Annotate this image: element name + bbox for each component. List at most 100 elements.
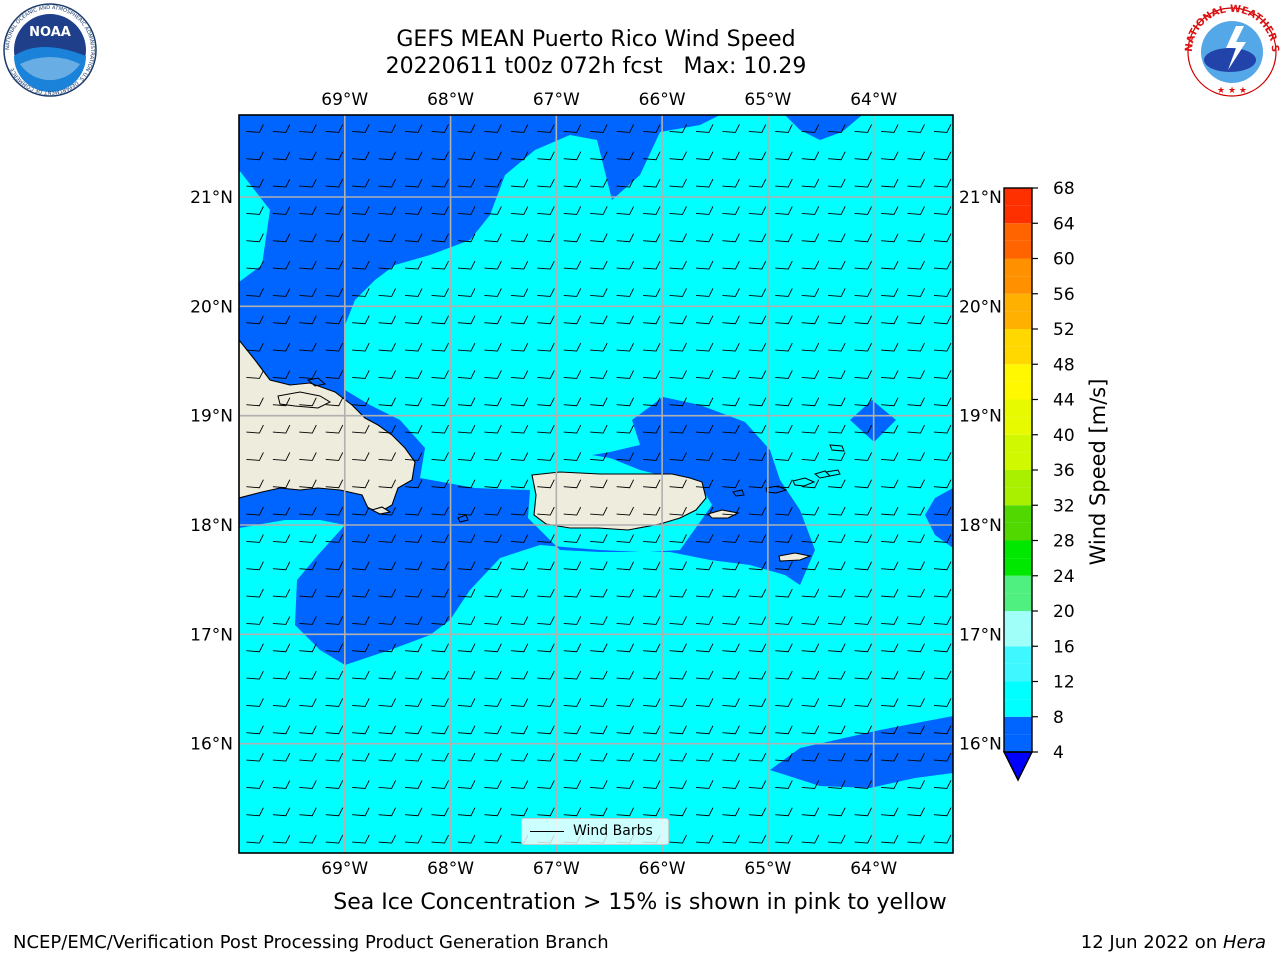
wind-barb xyxy=(695,151,714,161)
wind-barb xyxy=(563,752,582,762)
wind-barb xyxy=(854,233,873,243)
wind-barb xyxy=(854,561,873,571)
colorbar-tick-label: 12 xyxy=(1053,673,1075,693)
wind-barb xyxy=(246,506,264,516)
wind-barb xyxy=(299,260,317,270)
wind-barb xyxy=(272,342,291,352)
wind-barb xyxy=(378,288,397,297)
wind-barb xyxy=(933,370,952,379)
wind-barb xyxy=(272,616,291,625)
wind-barb xyxy=(537,260,555,270)
wind-barb xyxy=(537,725,555,735)
wind-barb xyxy=(616,698,635,707)
wind-barb xyxy=(405,260,423,270)
wind-barb xyxy=(828,834,846,844)
wind-barb xyxy=(299,315,317,325)
wind-barb xyxy=(457,725,476,735)
wind-barb xyxy=(907,698,925,707)
wind-barb xyxy=(537,178,555,188)
axis-tick-label: 20°N xyxy=(959,297,1002,317)
wind-barb xyxy=(801,452,820,461)
wind-barb xyxy=(325,370,344,379)
wind-barb xyxy=(643,725,661,735)
wind-barb xyxy=(801,780,820,789)
wind-barb xyxy=(722,616,740,625)
wind-barb xyxy=(352,534,370,543)
wind-barb xyxy=(590,206,608,215)
wind-barb xyxy=(775,780,793,789)
wind-barb xyxy=(272,534,291,543)
wind-barb xyxy=(563,206,582,215)
wind-barb xyxy=(933,178,952,188)
wind-barb xyxy=(748,616,767,625)
wind-barb xyxy=(775,725,793,735)
legend-line-icon xyxy=(530,831,564,832)
wind-barb xyxy=(537,479,555,489)
wind-barb xyxy=(722,780,740,789)
wind-barb xyxy=(881,807,899,817)
wind-barb xyxy=(801,834,820,844)
axis-tick-label: 66°W xyxy=(639,90,686,110)
wind-barb xyxy=(352,151,370,161)
wind-barb xyxy=(563,698,582,707)
wind-barb xyxy=(695,834,714,844)
wind-barb xyxy=(775,561,793,571)
wind-barb xyxy=(378,452,397,461)
legend-label: Wind Barbs xyxy=(573,823,653,839)
wind-barb xyxy=(537,506,555,516)
wind-barb xyxy=(695,670,714,680)
wind-barb xyxy=(590,178,608,188)
wind-barb xyxy=(457,752,476,762)
wind-barb xyxy=(828,534,846,543)
wind-barb xyxy=(246,780,264,789)
colorbar-tick-label: 40 xyxy=(1053,426,1075,446)
wind-barb xyxy=(405,151,423,161)
wind-barb xyxy=(881,206,899,215)
wind-barb xyxy=(405,315,423,325)
wind-8-12-islands xyxy=(239,170,872,478)
wind-barb xyxy=(748,807,767,817)
wind-barb xyxy=(669,260,687,270)
wind-barb xyxy=(854,124,873,133)
wind-barb xyxy=(590,288,608,297)
wind-barb xyxy=(854,260,873,270)
wind-barb xyxy=(484,397,502,407)
wind-barb xyxy=(299,288,317,297)
wind-barb xyxy=(378,151,397,161)
wind-barb xyxy=(748,315,767,325)
wind-barb xyxy=(828,616,846,625)
wind-barb xyxy=(510,233,529,243)
wind-barb xyxy=(775,534,793,543)
wind-barb xyxy=(669,534,687,543)
wind-barb xyxy=(563,780,582,789)
wind-barb xyxy=(748,370,767,379)
wind-barb xyxy=(352,698,370,707)
wind-barb xyxy=(881,643,899,653)
wind-barb xyxy=(616,206,635,215)
wind-barb xyxy=(537,752,555,762)
wind-barb xyxy=(801,807,820,817)
colorbar-segment xyxy=(1004,346,1032,365)
wind-barb xyxy=(457,780,476,789)
wind-barb xyxy=(325,588,344,598)
wind-barb xyxy=(457,342,476,352)
wind-barb xyxy=(828,178,846,188)
colorbar-segment xyxy=(1004,417,1032,435)
wind-barb xyxy=(933,288,952,297)
wind-barb xyxy=(616,178,635,188)
wind-barb xyxy=(933,397,952,407)
colorbar-tick-label: 52 xyxy=(1053,320,1075,340)
wind-barb xyxy=(405,233,423,243)
wind-barb xyxy=(510,370,529,379)
wind-barb xyxy=(246,342,264,352)
wind-barb xyxy=(801,342,820,352)
wind-barb xyxy=(748,260,767,270)
wind-barb xyxy=(325,780,344,789)
wind-barb xyxy=(378,315,397,325)
wind-barb xyxy=(722,834,740,844)
wind-barb xyxy=(722,315,740,325)
wind-barb xyxy=(695,807,714,817)
axis-tick-label: 67°W xyxy=(533,859,580,879)
wind-barb xyxy=(431,643,449,653)
wind-barb xyxy=(828,643,846,653)
